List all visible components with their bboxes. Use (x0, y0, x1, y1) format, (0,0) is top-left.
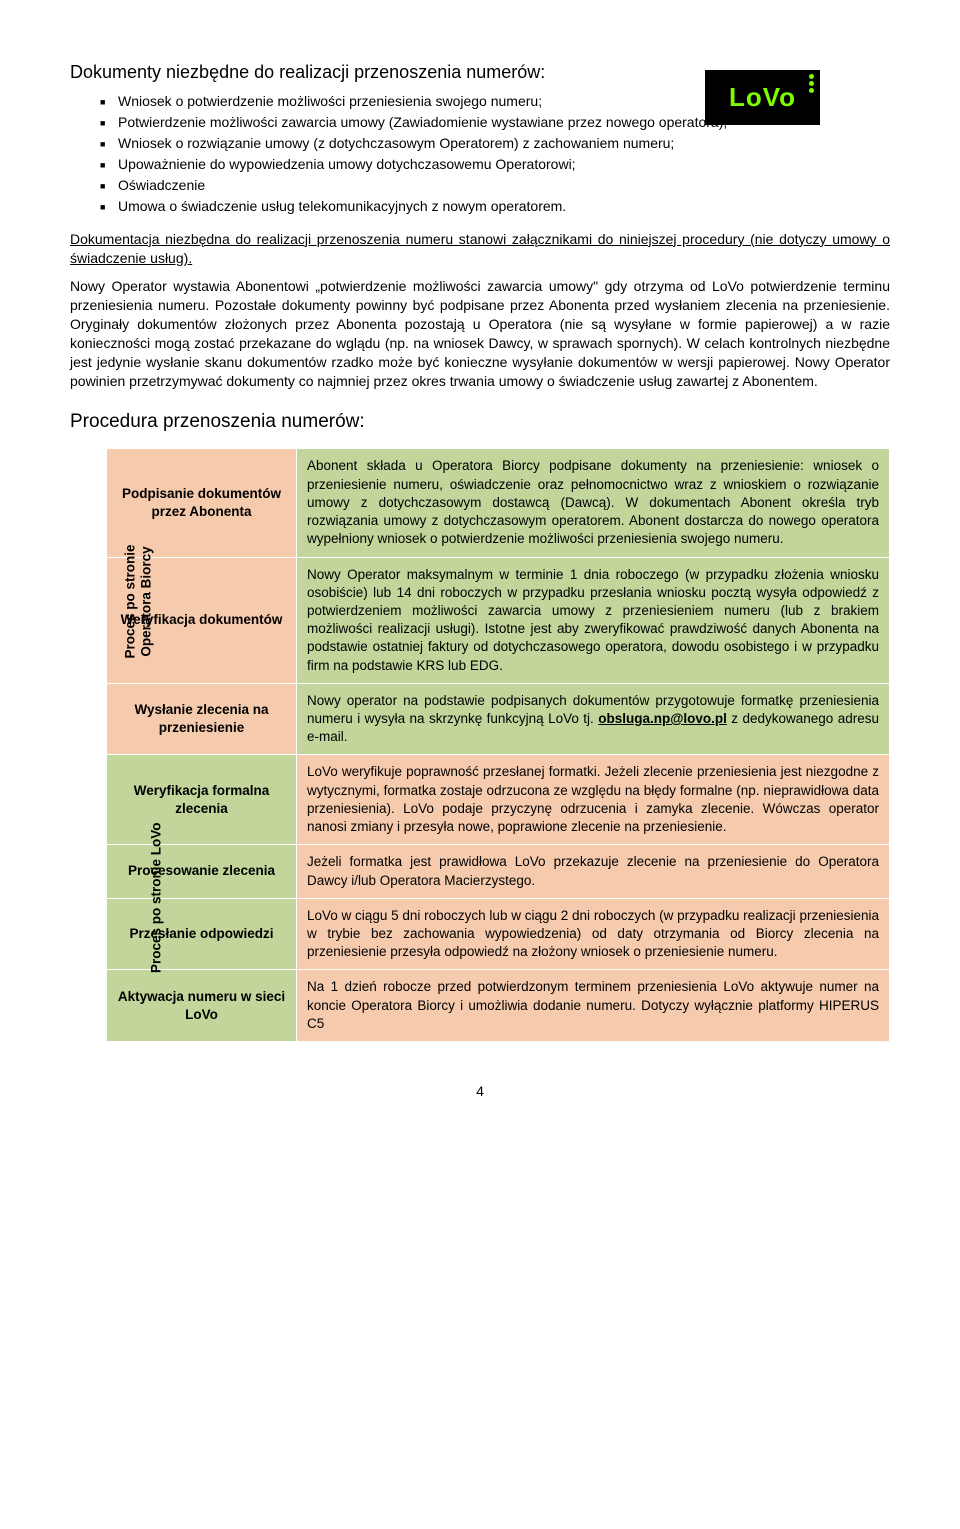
underlined-paragraph: Dokumentacja niezbędna do realizacji prz… (70, 230, 890, 268)
desc-cell: Jeżeli formatka jest prawidłowa LoVo prz… (297, 845, 890, 898)
logo-dots-icon (809, 74, 814, 93)
list-item: Potwierdzenie możliwości zawarcia umowy … (100, 113, 890, 132)
step-cell: Przesłanie odpowiedzi (107, 898, 297, 970)
side-label-biorcy: Proces po stronieOperatora Biorcy (71, 449, 107, 755)
step-cell: Weryfikacja formalna zlecenia (107, 755, 297, 845)
desc-cell: Abonent składa u Operatora Biorcy podpis… (297, 449, 890, 557)
step-cell: Procesowanie zlecenia (107, 845, 297, 898)
side-label-lovo: Proces po stronie LoVo (71, 755, 107, 1042)
procedure-table: Proces po stronieOperatora Biorcy Podpis… (70, 448, 890, 1042)
page-number: 4 (70, 1082, 890, 1101)
step-cell: Podpisanie dokumentów przez Abonenta (107, 449, 297, 557)
desc-cell: LoVo w ciągu 5 dni roboczych lub w ciągu… (297, 898, 890, 970)
side-label-text: Proces po stronie LoVo (149, 823, 165, 974)
step-cell: Aktywacja numeru w sieci LoVo (107, 970, 297, 1042)
list-item: Oświadczenie (100, 176, 890, 195)
desc-cell: LoVo weryfikuje poprawność przesłanej fo… (297, 755, 890, 845)
bullet-list: Wniosek o potwierdzenie możliwości przen… (70, 92, 890, 215)
desc-cell: Na 1 dzień robocze przed potwierdzonym t… (297, 970, 890, 1042)
list-item: Umowa o świadczenie usług telekomunikacy… (100, 197, 890, 216)
email-link[interactable]: obsluga.np@lovo.pl (598, 711, 727, 726)
procedura-title: Procedura przenoszenia numerów: (70, 409, 890, 435)
page-root: LoVo Dokumenty niezbędne do realizacji p… (70, 60, 890, 1101)
side-label-line2: Operatora Biorcy (138, 546, 153, 656)
list-item: Wniosek o potwierdzenie możliwości przen… (100, 92, 890, 111)
list-item: Upoważnienie do wypowiedzenia umowy doty… (100, 155, 890, 174)
list-item: Wniosek o rozwiązanie umowy (z dotychcza… (100, 134, 890, 153)
main-paragraph: Nowy Operator wystawia Abonentowi „potwi… (70, 277, 890, 390)
step-cell: Wysłanie zlecenia na przeniesienie (107, 683, 297, 755)
side-label-line1: Proces po stronie (123, 544, 138, 658)
desc-cell: Nowy Operator maksymalnym w terminie 1 d… (297, 557, 890, 683)
desc-cell: Nowy operator na podstawie podpisanych d… (297, 683, 890, 755)
